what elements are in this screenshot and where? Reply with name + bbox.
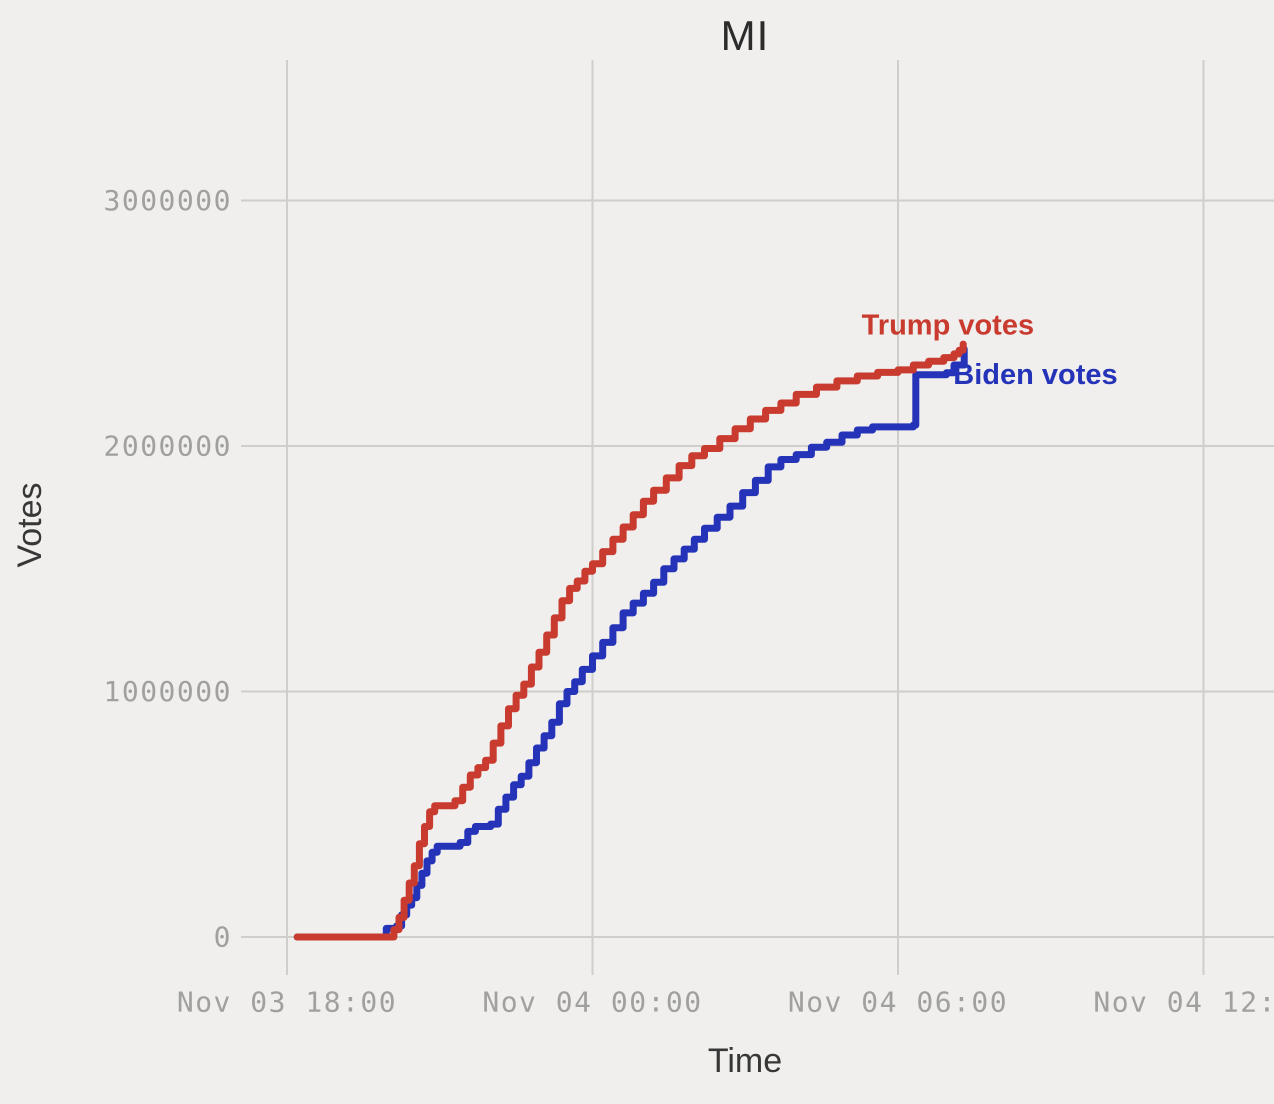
x-tick-label: Nov 04 12:00 xyxy=(1093,986,1274,1019)
chart-title: MI xyxy=(720,12,770,59)
trump-votes-line xyxy=(293,340,967,941)
biden-votes-label: Biden votes xyxy=(953,359,1117,391)
x-axis-title: Time xyxy=(707,1042,783,1080)
y-tick-label: 1000000 xyxy=(103,675,232,708)
trump-votes-label: Trump votes xyxy=(862,310,1034,342)
y-tick-label: 0 xyxy=(214,921,232,954)
x-tick-label: Nov 03 18:00 xyxy=(177,986,397,1019)
y-tick-label: 3000000 xyxy=(103,184,232,217)
y-axis-title: Votes xyxy=(11,482,49,568)
x-tick-label: Nov 04 06:00 xyxy=(788,986,1008,1019)
y-tick-label: 2000000 xyxy=(103,430,232,463)
x-tick-label: Nov 04 00:00 xyxy=(482,986,702,1019)
biden-votes-line xyxy=(293,345,968,941)
